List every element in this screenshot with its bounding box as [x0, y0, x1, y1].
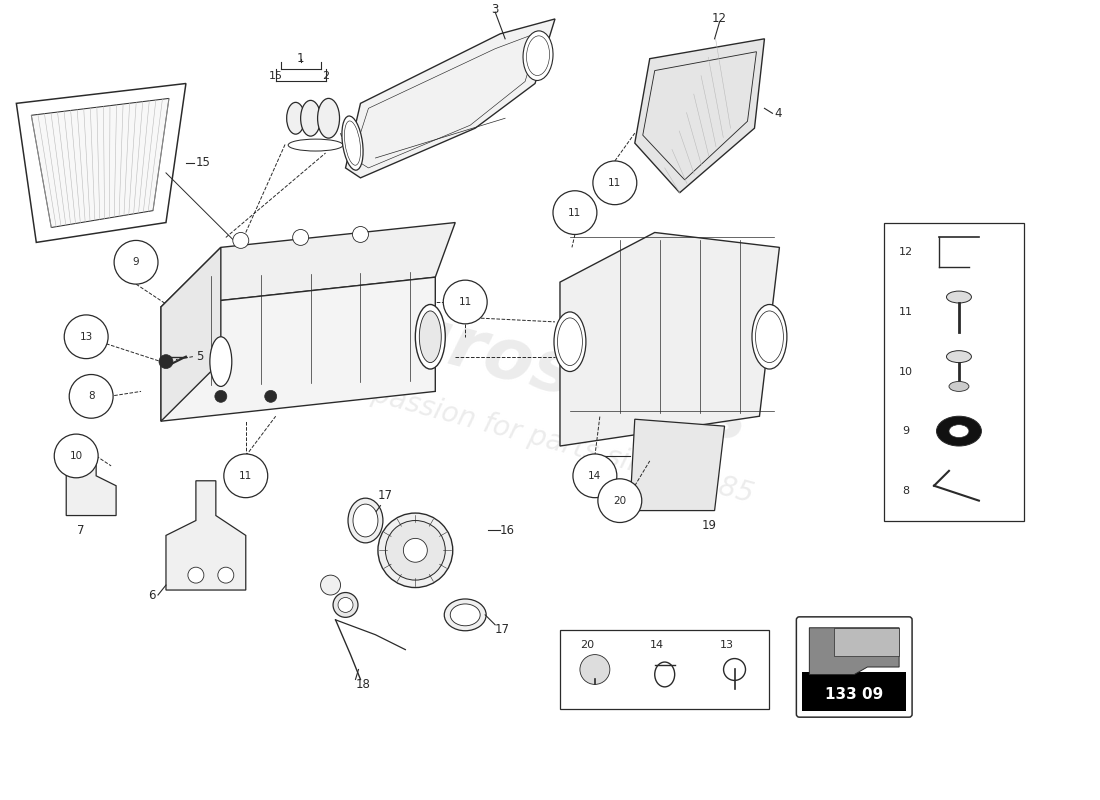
Ellipse shape — [287, 102, 305, 134]
Text: 8: 8 — [88, 391, 95, 402]
Text: a passion for parts since 1985: a passion for parts since 1985 — [343, 374, 757, 509]
Ellipse shape — [522, 31, 553, 81]
Text: 14: 14 — [650, 640, 664, 650]
Text: 13: 13 — [79, 332, 92, 342]
Text: 8: 8 — [902, 486, 910, 496]
Circle shape — [54, 434, 98, 478]
Ellipse shape — [416, 305, 446, 369]
Ellipse shape — [450, 604, 481, 626]
Text: 3: 3 — [492, 2, 498, 15]
Text: 133 09: 133 09 — [825, 687, 883, 702]
Circle shape — [443, 280, 487, 324]
Bar — [884, 222, 1024, 521]
Polygon shape — [161, 247, 221, 421]
Text: 17: 17 — [378, 489, 393, 502]
Ellipse shape — [378, 513, 453, 587]
Text: 4: 4 — [774, 106, 782, 120]
Ellipse shape — [752, 305, 786, 369]
Circle shape — [598, 478, 641, 522]
Text: 6: 6 — [148, 589, 156, 602]
Ellipse shape — [342, 116, 363, 170]
Text: 12: 12 — [712, 13, 727, 26]
Circle shape — [233, 233, 249, 248]
Text: 2: 2 — [322, 70, 329, 81]
Text: 11: 11 — [239, 471, 252, 481]
Bar — [802, 671, 906, 711]
Text: 17: 17 — [495, 623, 510, 636]
Text: 10: 10 — [69, 451, 82, 461]
Polygon shape — [345, 19, 556, 178]
Ellipse shape — [936, 416, 981, 446]
Text: 10: 10 — [899, 366, 913, 377]
Ellipse shape — [385, 521, 446, 580]
Text: 1: 1 — [297, 52, 305, 65]
Ellipse shape — [946, 350, 971, 362]
Polygon shape — [31, 98, 169, 227]
Polygon shape — [810, 628, 899, 674]
Polygon shape — [16, 83, 186, 242]
Circle shape — [64, 315, 108, 358]
Text: 18: 18 — [355, 678, 371, 691]
Ellipse shape — [353, 504, 378, 537]
Circle shape — [218, 567, 234, 583]
Ellipse shape — [949, 425, 969, 438]
Circle shape — [352, 226, 368, 242]
FancyBboxPatch shape — [796, 617, 912, 717]
Text: 9: 9 — [133, 258, 140, 267]
Ellipse shape — [949, 382, 969, 391]
Polygon shape — [166, 481, 245, 590]
Ellipse shape — [946, 291, 971, 303]
Ellipse shape — [554, 312, 586, 371]
Text: 5: 5 — [196, 350, 204, 363]
Circle shape — [293, 230, 309, 246]
Text: 16: 16 — [500, 524, 515, 537]
Circle shape — [214, 390, 227, 402]
Circle shape — [265, 390, 277, 402]
Text: 11: 11 — [608, 178, 622, 188]
Ellipse shape — [300, 100, 320, 136]
Polygon shape — [560, 233, 780, 446]
Text: 15: 15 — [196, 157, 211, 170]
Text: 7: 7 — [77, 524, 85, 537]
Circle shape — [593, 161, 637, 205]
Polygon shape — [66, 456, 117, 515]
Ellipse shape — [419, 311, 441, 362]
Text: 20: 20 — [614, 496, 626, 506]
Text: 11: 11 — [569, 208, 582, 218]
Circle shape — [114, 241, 158, 284]
Text: 12: 12 — [899, 247, 913, 258]
Circle shape — [188, 567, 204, 583]
Ellipse shape — [444, 599, 486, 630]
Polygon shape — [834, 628, 899, 656]
Ellipse shape — [338, 598, 353, 612]
Text: 20: 20 — [580, 640, 594, 650]
Polygon shape — [161, 277, 436, 421]
Text: 9: 9 — [902, 426, 910, 436]
Circle shape — [69, 374, 113, 418]
Text: 11: 11 — [899, 307, 913, 317]
Circle shape — [553, 190, 597, 234]
Polygon shape — [630, 419, 725, 510]
Ellipse shape — [348, 498, 383, 543]
Text: 15: 15 — [268, 70, 283, 81]
Ellipse shape — [333, 593, 358, 618]
Polygon shape — [635, 39, 764, 193]
Bar — [560, 630, 769, 710]
Text: eurospars: eurospars — [344, 286, 756, 458]
Text: 13: 13 — [719, 640, 734, 650]
Circle shape — [404, 538, 427, 562]
Text: 14: 14 — [588, 471, 602, 481]
Circle shape — [223, 454, 267, 498]
Text: 19: 19 — [702, 519, 717, 532]
Ellipse shape — [210, 337, 232, 386]
Circle shape — [160, 354, 173, 369]
Ellipse shape — [318, 98, 340, 138]
Text: 11: 11 — [459, 297, 472, 307]
Circle shape — [320, 575, 341, 595]
Circle shape — [580, 654, 609, 684]
Circle shape — [573, 454, 617, 498]
Polygon shape — [161, 222, 455, 307]
